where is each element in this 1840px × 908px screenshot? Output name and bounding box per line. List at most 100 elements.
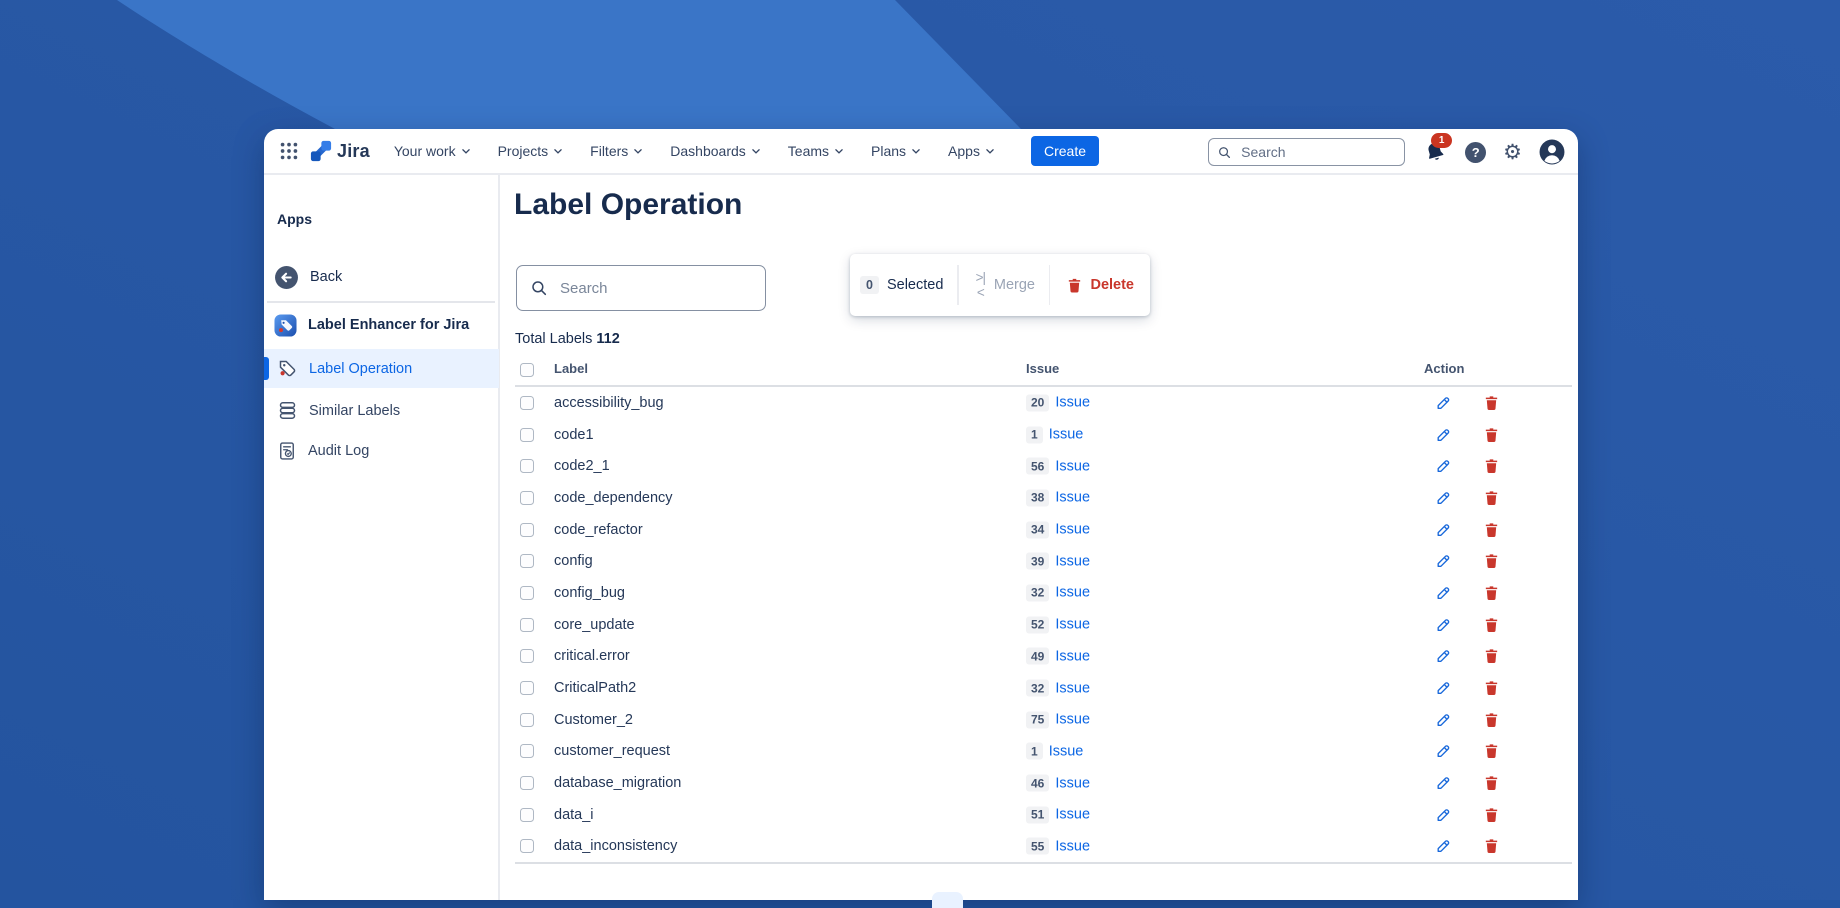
edit-button[interactable]	[1435, 458, 1452, 475]
edit-button[interactable]	[1435, 775, 1452, 792]
delete-row-button[interactable]	[1483, 426, 1500, 443]
help-icon[interactable]: ?	[1465, 141, 1487, 163]
notification-badge: 1	[1431, 133, 1453, 148]
edit-button[interactable]	[1435, 743, 1452, 760]
trash-icon	[1485, 617, 1498, 632]
toolbar-divider	[957, 265, 959, 305]
delete-row-button[interactable]	[1483, 775, 1500, 792]
edit-button[interactable]	[1435, 489, 1452, 506]
delete-row-button[interactable]	[1483, 616, 1500, 633]
nav-item-apps[interactable]: Apps	[948, 143, 995, 159]
row-checkbox[interactable]	[520, 585, 534, 600]
row-checkbox[interactable]	[520, 617, 534, 632]
edit-button[interactable]	[1435, 584, 1452, 601]
delete-row-button[interactable]	[1483, 806, 1500, 823]
delete-row-button[interactable]	[1483, 743, 1500, 760]
issue-link[interactable]: Issue	[1055, 584, 1091, 601]
merge-icon: >|<	[975, 270, 986, 300]
delete-row-button[interactable]	[1483, 838, 1500, 855]
gear-icon[interactable]: ⚙	[1503, 140, 1522, 164]
issue-link[interactable]: Issue	[1055, 648, 1091, 665]
edit-button[interactable]	[1435, 806, 1452, 823]
row-checkbox[interactable]	[520, 522, 534, 537]
trash-icon	[1485, 808, 1498, 822]
issue-link[interactable]: Issue	[1055, 521, 1091, 538]
edit-button[interactable]	[1435, 838, 1452, 855]
nav-item-dashboards[interactable]: Dashboards	[670, 143, 761, 159]
row-checkbox[interactable]	[520, 744, 534, 759]
edit-button[interactable]	[1435, 711, 1452, 728]
row-checkbox[interactable]	[520, 395, 534, 410]
delete-row-button[interactable]	[1483, 711, 1500, 728]
issue-link[interactable]: Issue	[1055, 838, 1091, 855]
issue-link[interactable]: Issue	[1055, 711, 1091, 728]
row-checkbox[interactable]	[520, 554, 534, 569]
row-checkbox[interactable]	[520, 649, 534, 664]
nav-item-teams[interactable]: Teams	[788, 143, 844, 159]
row-checkbox[interactable]	[520, 681, 534, 696]
app-switcher-icon[interactable]	[278, 140, 300, 162]
label-name: data_i	[554, 806, 594, 823]
merge-button[interactable]: >|< Merge	[959, 265, 1049, 305]
edit-button[interactable]	[1435, 394, 1452, 411]
pencil-icon	[1437, 618, 1450, 631]
label-search-box[interactable]	[516, 265, 766, 311]
row-checkbox[interactable]	[520, 459, 534, 474]
delete-button[interactable]: Delete	[1050, 265, 1150, 305]
global-search-input[interactable]	[1239, 143, 1384, 161]
issue-cell: 39 Issue	[1026, 552, 1091, 570]
sidebar-item-label-operation[interactable]: Label Operation	[264, 349, 499, 388]
delete-row-button[interactable]	[1483, 489, 1500, 506]
edit-button[interactable]	[1435, 521, 1452, 538]
issue-link[interactable]: Issue	[1055, 394, 1091, 411]
edit-button[interactable]	[1435, 648, 1452, 665]
pencil-icon	[1437, 492, 1450, 504]
delete-row-button[interactable]	[1483, 680, 1500, 697]
pencil-icon	[1437, 713, 1450, 726]
edit-button[interactable]	[1435, 616, 1452, 633]
delete-row-button[interactable]	[1483, 584, 1500, 601]
nav-item-filters[interactable]: Filters	[590, 143, 643, 159]
select-all-checkbox[interactable]	[520, 363, 534, 377]
issue-link[interactable]: Issue	[1048, 743, 1084, 760]
nav-item-your-work[interactable]: Your work	[394, 143, 471, 159]
issue-link[interactable]: Issue	[1055, 553, 1091, 570]
avatar[interactable]	[1539, 139, 1565, 165]
issue-link[interactable]: Issue	[1048, 426, 1084, 443]
row-checkbox[interactable]	[520, 427, 534, 442]
table-row: data_inconsistency 55 Issue	[515, 831, 1572, 863]
edit-button[interactable]	[1435, 426, 1452, 443]
issue-link[interactable]: Issue	[1055, 489, 1091, 506]
issue-link[interactable]: Issue	[1055, 458, 1091, 475]
issue-link[interactable]: Issue	[1055, 806, 1091, 823]
issue-link[interactable]: Issue	[1055, 775, 1091, 792]
edit-button[interactable]	[1435, 553, 1452, 570]
notifications-button[interactable]: 1	[1422, 133, 1453, 165]
sidebar-item-audit-log[interactable]: Audit Log	[264, 431, 499, 470]
label-search-input[interactable]	[558, 278, 742, 298]
global-search[interactable]	[1208, 138, 1406, 166]
pagination-page-button[interactable]	[932, 892, 963, 908]
issue-link[interactable]: Issue	[1055, 680, 1091, 697]
nav-item-plans[interactable]: Plans	[871, 143, 921, 159]
delete-row-button[interactable]	[1483, 553, 1500, 570]
row-checkbox[interactable]	[520, 490, 534, 505]
delete-row-button[interactable]	[1483, 521, 1500, 538]
jira-logo[interactable]: Jira	[310, 140, 370, 162]
edit-button[interactable]	[1435, 680, 1452, 697]
row-checkbox[interactable]	[520, 839, 534, 854]
row-checkbox[interactable]	[520, 807, 534, 822]
back-button[interactable]: Back	[274, 260, 342, 294]
sidebar-item-similar-labels[interactable]: Similar Labels	[264, 391, 499, 430]
create-button[interactable]: Create	[1030, 136, 1099, 166]
issue-count-badge: 56	[1026, 457, 1050, 475]
delete-row-button[interactable]	[1483, 648, 1500, 665]
nav-item-projects[interactable]: Projects	[498, 143, 564, 159]
delete-row-button[interactable]	[1483, 394, 1500, 411]
top-navbar: Jira Your work Projects Filters Dashboar…	[264, 129, 1578, 175]
app-title-item[interactable]: Label Enhancer for Jira	[274, 308, 469, 342]
row-checkbox[interactable]	[520, 712, 534, 727]
issue-link[interactable]: Issue	[1055, 616, 1091, 633]
row-checkbox[interactable]	[520, 776, 534, 791]
delete-row-button[interactable]	[1483, 458, 1500, 475]
